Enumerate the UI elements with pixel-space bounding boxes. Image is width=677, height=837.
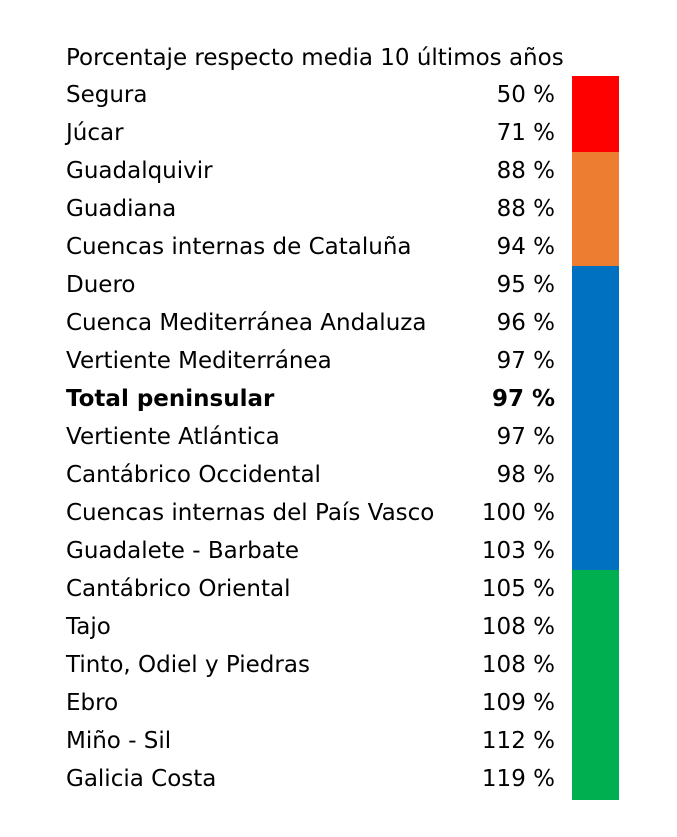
table-row: Ebro 109 %	[0, 684, 677, 722]
basin-name: Cantábrico Occidental	[66, 462, 321, 488]
color-band	[572, 152, 619, 266]
percentage-value: 97 %	[491, 386, 555, 412]
percentage-value: 71 %	[496, 120, 555, 146]
table-row: Duero 95 %	[0, 266, 677, 304]
basin-name: Cuenca Mediterránea Andaluza	[66, 310, 427, 336]
table-row: Guadalete - Barbate 103 %	[0, 532, 677, 570]
table-row: Miño - Sil 112 %	[0, 722, 677, 760]
basin-name: Vertiente Mediterránea	[66, 348, 332, 374]
basin-name: Guadalete - Barbate	[66, 538, 300, 564]
table-row: Tajo 108 %	[0, 608, 677, 646]
percentage-value: 96 %	[496, 310, 555, 336]
basin-name: Segura	[66, 82, 148, 108]
basin-name: Júcar	[66, 120, 124, 146]
table-row: Cuencas internas del País Vasco 100 %	[0, 494, 677, 532]
table-row: Cantábrico Oriental 105 %	[0, 570, 677, 608]
table-row: Cuenca Mediterránea Andaluza 96 %	[0, 304, 677, 342]
table-row: Tinto, Odiel y Piedras 108 %	[0, 646, 677, 684]
table-row: Guadiana 88 %	[0, 190, 677, 228]
table-row: Total peninsular 97 %	[0, 380, 677, 418]
chart-title: Porcentaje respecto media 10 últimos año…	[66, 45, 564, 71]
table-row: Vertiente Atlántica 97 %	[0, 418, 677, 456]
basin-name: Duero	[66, 272, 136, 298]
table-row: Galicia Costa 119 %	[0, 760, 677, 798]
percentage-value: 103 %	[481, 538, 555, 564]
percentage-value: 109 %	[481, 690, 555, 716]
basin-name: Tajo	[66, 614, 111, 640]
color-band	[572, 76, 619, 152]
percentage-value: 97 %	[496, 348, 555, 374]
basin-name: Tinto, Odiel y Piedras	[66, 652, 310, 678]
basin-name: Ebro	[66, 690, 119, 716]
percentage-value: 94 %	[496, 234, 555, 260]
percentage-value: 112 %	[481, 728, 555, 754]
table-row: Guadalquivir 88 %	[0, 152, 677, 190]
percentage-value: 50 %	[496, 82, 555, 108]
basin-name: Cuencas internas del País Vasco	[66, 500, 435, 526]
basin-name: Miño - Sil	[66, 728, 172, 754]
percentage-value: 97 %	[496, 424, 555, 450]
percentage-value: 88 %	[496, 196, 555, 222]
basin-name: Cuencas internas de Cataluña	[66, 234, 412, 260]
basin-name: Total peninsular	[66, 386, 275, 412]
basin-name: Guadiana	[66, 196, 177, 222]
table-row: Vertiente Mediterránea 97 %	[0, 342, 677, 380]
table-row: Cantábrico Occidental 98 %	[0, 456, 677, 494]
percentage-value: 100 %	[481, 500, 555, 526]
table-row: Júcar 71 %	[0, 114, 677, 152]
table-row: Segura 50 %	[0, 76, 677, 114]
basin-name: Galicia Costa	[66, 766, 217, 792]
basin-name: Cantábrico Oriental	[66, 576, 291, 602]
percentage-value: 95 %	[496, 272, 555, 298]
table-row: Cuencas internas de Cataluña 94 %	[0, 228, 677, 266]
percentage-value: 119 %	[481, 766, 555, 792]
color-band	[572, 570, 619, 800]
percentage-value: 98 %	[496, 462, 555, 488]
percentage-value: 108 %	[481, 614, 555, 640]
basin-name: Guadalquivir	[66, 158, 213, 184]
color-band	[572, 266, 619, 570]
percentage-value: 108 %	[481, 652, 555, 678]
percentage-value: 105 %	[481, 576, 555, 602]
basin-name: Vertiente Atlántica	[66, 424, 280, 450]
percentage-value: 88 %	[496, 158, 555, 184]
